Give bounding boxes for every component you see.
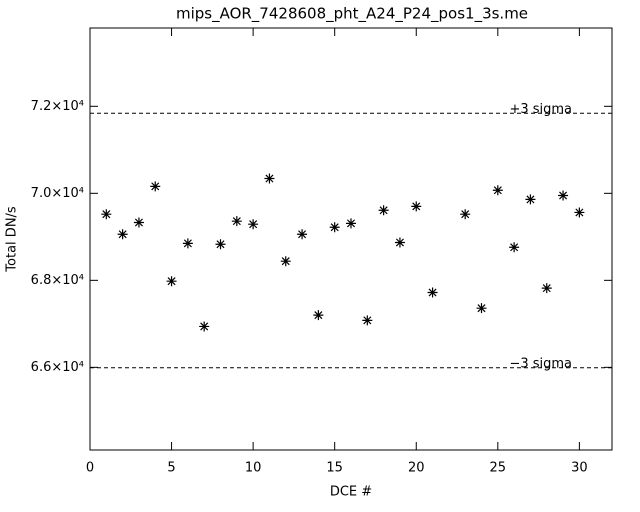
x-axis-label: DCE # (330, 485, 372, 500)
reference-label: +3 sigma (509, 102, 572, 117)
data-point (574, 207, 585, 218)
data-point (411, 201, 422, 212)
data-point (182, 238, 193, 249)
data-point (460, 209, 471, 220)
data-point (476, 303, 487, 314)
data-point (297, 229, 308, 240)
data-point (199, 321, 210, 332)
data-point (313, 310, 324, 321)
x-tick-label: 15 (326, 461, 343, 476)
data-point (150, 181, 161, 192)
x-tick-label: 30 (571, 461, 588, 476)
data-point (329, 222, 340, 233)
data-point (541, 283, 552, 294)
x-tick-label: 25 (490, 461, 507, 476)
data-point (133, 217, 144, 228)
y-tick-label: 7.2×10⁴ (31, 99, 84, 114)
plot-frame (89, 27, 613, 451)
data-point (231, 216, 242, 227)
chart-title: mips_AOR_7428608_pht_A24_P24_pos1_3s.me (176, 5, 528, 24)
data-point (248, 219, 259, 230)
data-point (558, 190, 569, 201)
data-point (394, 237, 405, 248)
data-point (427, 287, 438, 298)
data-point (215, 239, 226, 250)
data-point (280, 256, 291, 267)
reference-label: −3 sigma (509, 356, 572, 371)
data-point (166, 276, 177, 287)
x-tick-label: 0 (86, 461, 94, 476)
data-point (525, 194, 536, 205)
data-point (264, 173, 275, 184)
data-point (101, 209, 112, 220)
y-tick-label: 6.8×10⁴ (31, 273, 84, 288)
x-tick-label: 20 (408, 461, 425, 476)
data-point (346, 218, 356, 229)
y-axis-label: Total DN/s (5, 206, 20, 273)
x-tick-label: 5 (167, 461, 175, 476)
y-tick-label: 6.6×10⁴ (31, 360, 84, 375)
data-point (492, 185, 503, 196)
y-tick-label: 7.0×10⁴ (31, 186, 84, 201)
data-point (509, 242, 520, 253)
x-tick-label: 10 (245, 461, 262, 476)
data-point (378, 205, 389, 216)
data-point (117, 229, 128, 240)
data-point (362, 315, 373, 326)
